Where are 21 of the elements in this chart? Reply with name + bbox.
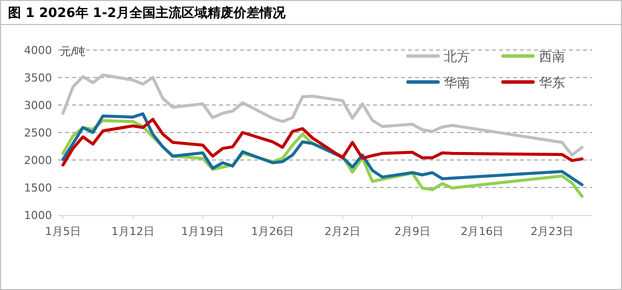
- legend-label: 北方: [444, 49, 470, 65]
- y-tick-label: 3500: [24, 72, 52, 84]
- legend-label: 西南: [539, 50, 565, 65]
- ylabel: 元/吨: [60, 45, 86, 58]
- x-tick-label: 1月26日: [251, 225, 294, 238]
- x-tick-label: 1月19日: [181, 225, 224, 238]
- y-tick-label: 2000: [24, 154, 52, 167]
- y-tick-label: 1000: [24, 209, 52, 222]
- legend-label: 华南: [444, 76, 470, 91]
- x-tick-label: 2月23日: [530, 225, 574, 238]
- y-tick-label: 4000: [24, 44, 52, 57]
- x-tick-label: 2月16日: [460, 225, 504, 238]
- y-tick-label: 2500: [24, 126, 52, 140]
- y-tick-label: 3000: [24, 99, 52, 112]
- x-tick-label: 1月5日: [44, 225, 81, 238]
- legend-label: 华东: [539, 76, 565, 91]
- x-tick-label: 2月9日: [394, 225, 430, 238]
- title: 图 1 2026年 1-2月全国主流区域精废价差情况: [8, 6, 286, 21]
- x-tick-label: 1月12日: [111, 225, 154, 238]
- x-tick-label: 2月2日: [324, 225, 360, 238]
- y-tick-label: 1500: [24, 182, 52, 194]
